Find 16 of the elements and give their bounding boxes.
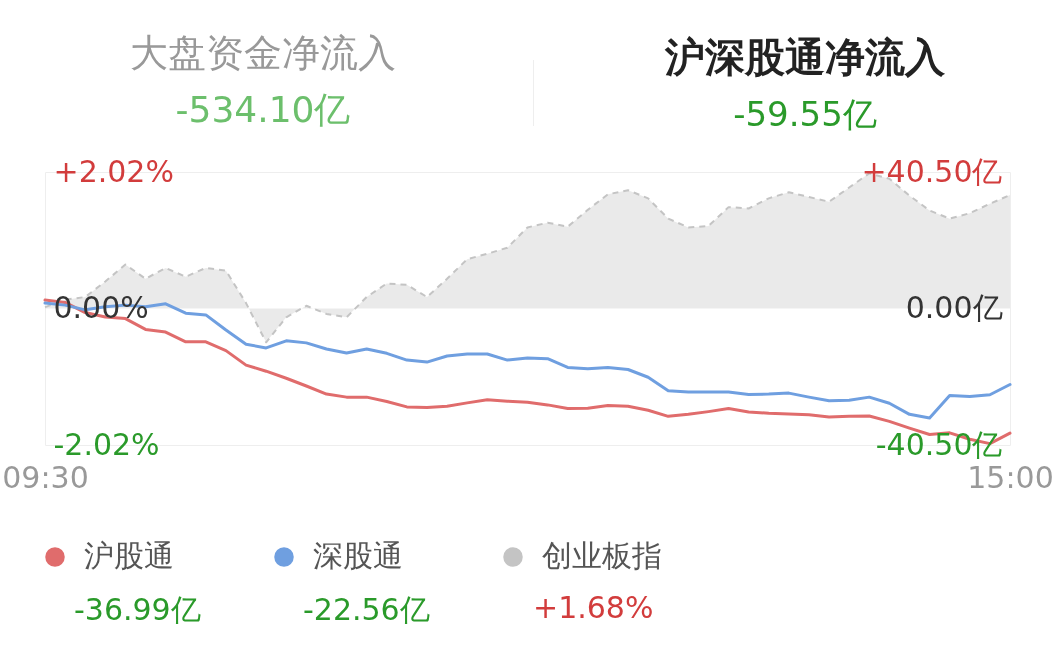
- y-tick-label: -2.02%: [53, 426, 160, 462]
- y-tick-label: +2.02%: [53, 153, 174, 189]
- legend-label: 创业板指: [542, 538, 662, 573]
- text: -534.10亿: [175, 88, 351, 132]
- text: -36.99亿: [74, 591, 201, 629]
- legend-label: 沪股通: [84, 538, 174, 573]
- chart-title: 沪深股通净流入: [665, 33, 945, 82]
- text: +1.68%: [533, 590, 654, 625]
- x-tick-label: 09:30: [2, 459, 89, 495]
- legend-label: 深股通: [313, 538, 403, 573]
- y2-tick-label: +40.50亿: [861, 153, 1003, 189]
- text: 大盘资金净流入: [130, 30, 396, 77]
- y2-tick-label: 0.00亿: [905, 290, 1003, 325]
- text: -22.56亿: [303, 591, 430, 629]
- chart-subtitle: -59.55亿: [733, 93, 877, 136]
- x-tick-label: 15:00: [967, 459, 1054, 495]
